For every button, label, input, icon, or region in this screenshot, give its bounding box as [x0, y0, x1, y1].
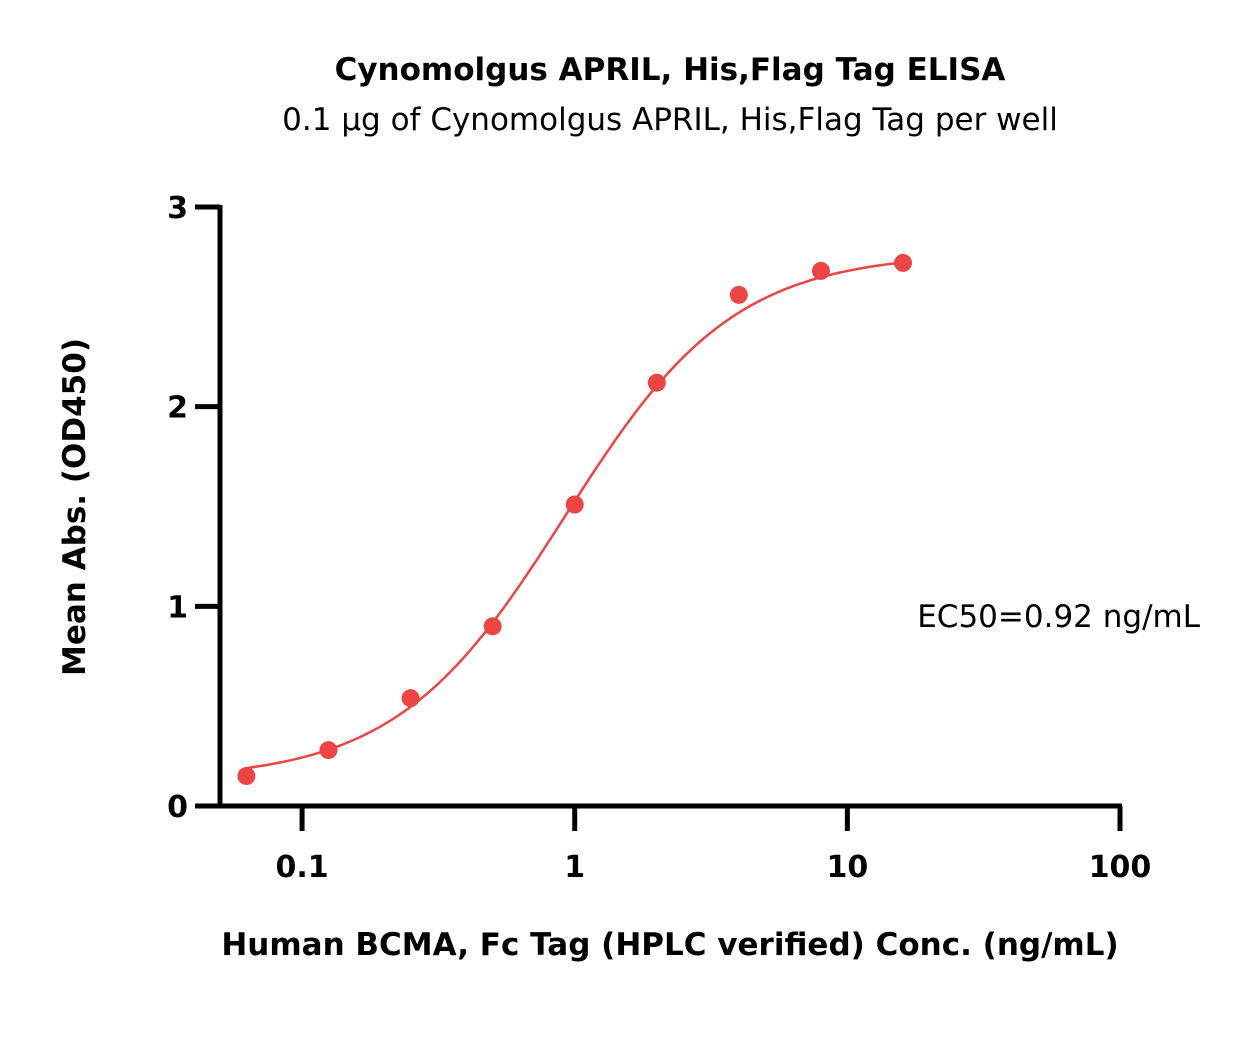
data-point: [319, 741, 338, 760]
x-tick-label: 10: [826, 850, 868, 885]
x-tick-label: 1: [564, 850, 585, 885]
data-point: [647, 373, 666, 392]
data-point: [237, 767, 256, 786]
data-point: [811, 261, 830, 280]
chart-subtitle: 0.1 μg of Cynomolgus APRIL, His,Flag Tag…: [282, 102, 1058, 138]
data-point: [565, 495, 584, 514]
x-axis-label: Human BCMA, Fc Tag (HPLC verified) Conc.…: [221, 927, 1118, 963]
x-tick-label: 100: [1089, 850, 1152, 885]
data-point: [729, 285, 748, 304]
data-points-layer: [237, 253, 913, 786]
chart-title: Cynomolgus APRIL, His,Flag Tag ELISA: [335, 52, 1006, 88]
y-tick-label: 2: [167, 391, 188, 426]
data-point: [401, 689, 420, 708]
data-point: [483, 617, 502, 636]
ec50-annotation: EC50=0.92 ng/mL: [917, 599, 1200, 635]
axes-layer: 0 1 2 3 0.1 1 10 100: [167, 191, 1151, 885]
fit-curve-layer: [246, 261, 904, 770]
y-tick-label: 1: [167, 590, 188, 625]
y-tick-label: 3: [167, 191, 188, 226]
y-tick-label: 0: [167, 790, 188, 825]
y-axis-label: Mean Abs. (OD450): [57, 338, 93, 676]
data-point: [894, 253, 913, 272]
x-tick-label: 0.1: [275, 850, 328, 885]
fit-curve: [246, 261, 904, 770]
